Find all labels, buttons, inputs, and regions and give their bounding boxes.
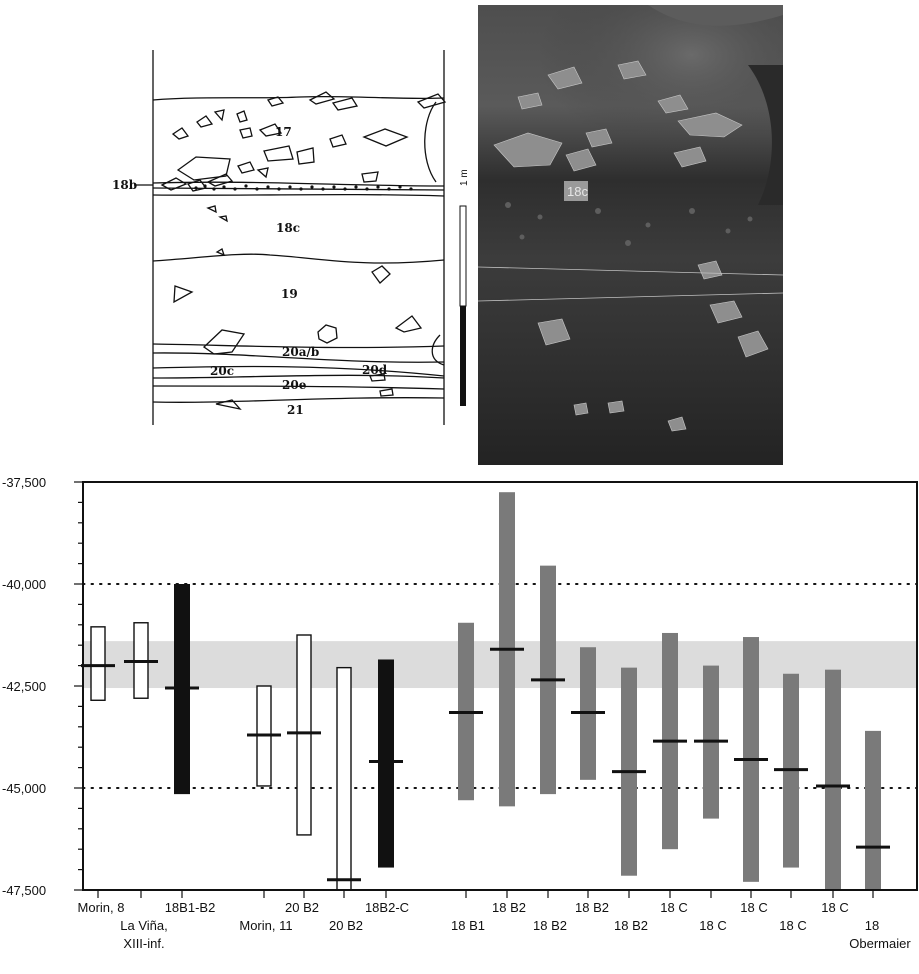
layer-label-20e: 20e [282,378,307,392]
y-tick-label: -47,500 [2,883,46,898]
scale-bar: 1 m [459,169,470,406]
x-category-label: 20 B2 [285,900,319,915]
x-category-label: 18 Obermaier [849,918,911,951]
photo-layer-tag: 18c [567,184,588,199]
layer-label-20c: 20c [210,364,234,378]
x-category-label: La Viña, XIII-inf. [120,918,167,951]
layer-label-18c: 18c [276,221,300,235]
layer-label-18b: 18b [112,178,137,192]
x-category-label: 18 C [779,918,806,933]
range-bar [90,626,106,701]
excavation-photo: 18c [478,5,783,465]
y-tick-label: -40,000 [2,577,46,592]
x-category-label: Morin, 8 [78,900,125,915]
y-tick-label: -45,000 [2,781,46,796]
range-bar [378,659,394,868]
layer-label-21: 21 [287,403,304,417]
x-category-label: 18 C [740,900,767,915]
x-category-label: 18 B2 [614,918,648,933]
range-bar [336,666,352,891]
x-category-label: 18 C [699,918,726,933]
range-bar [296,634,312,836]
y-tick-label: -37,500 [2,475,46,490]
y-tick-label: -42,500 [2,679,46,694]
stratigraphic-section-drawing: 17 18b 18c 19 20a/b 20c 20d 20e 21 1 m [112,50,470,425]
x-category-label: 18 B1 [451,918,485,933]
layer-label-20ab: 20a/b [282,345,319,359]
layer-label-19: 19 [281,287,298,301]
range-bar [825,669,841,890]
x-category-label: 18 C [660,900,687,915]
layer-label-20d: 20d [362,363,388,377]
range-bar [865,730,881,890]
x-category-label: Morin, 11 [239,918,292,933]
layer-label-17: 17 [275,125,292,139]
scale-bar-label: 1 m [459,169,470,186]
x-category-label: 18 B2 [533,918,567,933]
x-category-label: 18B2-C [365,900,409,915]
x-category-label: 20 B2 [329,918,363,933]
x-category-label: 18B1-B2 [165,900,216,915]
radiocarbon-range-chart: -37,500 -40,000 -42,500 -45,000 -47,500 Morin… [2,475,918,951]
x-category-label: 18 B2 [575,900,609,915]
x-category-label: 18 B2 [492,900,526,915]
x-category-label: 18 C [821,900,848,915]
